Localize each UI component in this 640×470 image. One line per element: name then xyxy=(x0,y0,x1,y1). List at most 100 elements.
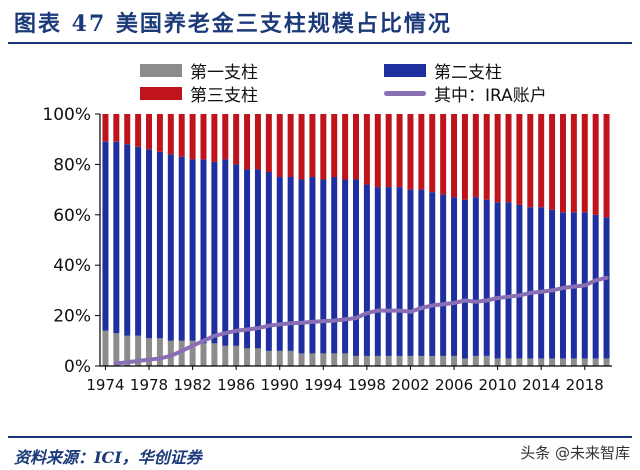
bar-segment-pillar1 xyxy=(244,348,251,366)
bar-segment-pillar3 xyxy=(505,114,512,203)
bar-segment-pillar3 xyxy=(363,114,370,185)
bar-segment-pillar2 xyxy=(244,169,251,349)
bar-segment-pillar3 xyxy=(167,114,174,155)
legend-swatch-pillar1 xyxy=(140,64,182,77)
bar-segment-pillar2 xyxy=(505,202,512,359)
bar-segment-pillar1 xyxy=(309,353,316,366)
bar-segment-pillar1 xyxy=(559,358,566,366)
bar-segment-pillar1 xyxy=(211,343,218,366)
bar-segment-pillar3 xyxy=(494,114,501,203)
x-tick-label: 1994 xyxy=(304,376,342,394)
x-tick-label: 1982 xyxy=(174,376,212,394)
legend-swatch-pillar2 xyxy=(384,64,426,77)
bar-segment-pillar3 xyxy=(527,114,534,208)
legend-label-ira: 其中：IRA账户 xyxy=(434,86,547,106)
bar-segment-pillar2 xyxy=(385,187,392,356)
figure-header: 图表 47 美国养老金三支柱规模占比情况 xyxy=(0,0,640,44)
bar-segment-pillar2 xyxy=(538,207,545,359)
bar-segment-pillar3 xyxy=(102,114,109,142)
bar-segment-pillar3 xyxy=(516,114,523,205)
bar-segment-pillar1 xyxy=(418,355,425,366)
bar-segment-pillar3 xyxy=(298,114,305,180)
bar-segment-pillar1 xyxy=(200,343,207,366)
bar-segment-pillar2 xyxy=(320,179,327,354)
bar-segment-pillar2 xyxy=(222,159,229,346)
bar-segment-pillar1 xyxy=(527,358,534,366)
bar-segment-pillar3 xyxy=(461,114,468,200)
legend-item-pillar1: 第一支柱 xyxy=(140,58,258,83)
bar-segment-pillar3 xyxy=(385,114,392,188)
bar-segment-pillar3 xyxy=(549,114,556,210)
bar-segment-pillar2 xyxy=(429,192,436,356)
bar-segment-pillar1 xyxy=(222,345,229,366)
bar-segment-pillar1 xyxy=(396,355,403,366)
bar-segment-pillar2 xyxy=(233,164,240,346)
bar-segment-pillar3 xyxy=(211,114,218,162)
bar-segment-pillar3 xyxy=(374,114,381,188)
bar-segment-pillar2 xyxy=(396,187,403,356)
figure-footer: 资料来源：ICI，华创证券 头条 @未来智库 xyxy=(0,434,640,470)
legend-label-pillar3: 第三支柱 xyxy=(190,86,258,106)
figure-title: 图表 47 美国养老金三支柱规模占比情况 xyxy=(14,11,452,37)
bar-segment-pillar1 xyxy=(124,335,131,366)
bar-segment-pillar2 xyxy=(287,177,294,351)
bar-segment-pillar1 xyxy=(581,358,588,366)
chart-legend: 第一支柱 第二支柱 第三支柱 其中：IRA账户 xyxy=(0,56,640,106)
bar-segment-pillar2 xyxy=(146,149,153,339)
bar-segment-pillar1 xyxy=(407,355,414,366)
bar-segment-pillar3 xyxy=(418,114,425,190)
bar-segment-pillar1 xyxy=(505,358,512,366)
bar-segment-pillar1 xyxy=(135,335,142,366)
bar-segment-pillar1 xyxy=(254,348,261,366)
bar-segment-pillar2 xyxy=(113,141,120,334)
bar-segment-pillar1 xyxy=(265,350,272,366)
bar-segment-pillar1 xyxy=(156,338,163,366)
bar-segment-pillar2 xyxy=(516,204,523,359)
bar-segment-pillar3 xyxy=(559,114,566,213)
bar-segment-pillar2 xyxy=(527,207,534,359)
bar-segment-pillar2 xyxy=(189,159,196,341)
bar-segment-pillar1 xyxy=(167,340,174,366)
bar-segment-pillar1 xyxy=(331,353,338,366)
bar-segment-pillar1 xyxy=(374,355,381,366)
bar-segment-pillar3 xyxy=(178,114,185,157)
bar-segment-pillar2 xyxy=(156,151,163,339)
bar-segment-pillar3 xyxy=(440,114,447,195)
bar-segment-pillar2 xyxy=(167,154,174,341)
legend-label-pillar1: 第一支柱 xyxy=(190,63,258,83)
legend-swatch-pillar3 xyxy=(140,87,182,100)
bar-segment-pillar3 xyxy=(570,114,577,213)
series-line-ira xyxy=(114,275,609,366)
bar-segment-pillar2 xyxy=(276,177,283,351)
bar-segment-pillar3 xyxy=(265,114,272,172)
bar-segment-pillar3 xyxy=(146,114,153,150)
bar-segment-pillar1 xyxy=(320,353,327,366)
bar-segment-pillar3 xyxy=(331,114,338,177)
bar-segment-pillar1 xyxy=(494,358,501,366)
bar-segment-pillar2 xyxy=(353,179,359,356)
bar-segment-pillar1 xyxy=(429,355,436,366)
bar-segment-pillar3 xyxy=(592,114,599,215)
bar-segment-pillar1 xyxy=(451,355,458,366)
bar-segment-pillar1 xyxy=(549,358,556,366)
bar-segment-pillar2 xyxy=(309,177,316,354)
bar-segment-pillar1 xyxy=(113,333,120,366)
bar-segment-pillar3 xyxy=(276,114,283,177)
x-tick-label: 2002 xyxy=(391,376,429,394)
y-tick-label: 40% xyxy=(53,256,91,276)
x-tick-label: 1986 xyxy=(217,376,255,394)
bar-segment-pillar2 xyxy=(461,199,468,359)
x-tick-label: 2018 xyxy=(566,376,604,394)
bar-segment-pillar3 xyxy=(124,114,131,145)
bar-segment-pillar2 xyxy=(265,171,272,351)
bar-segment-pillar1 xyxy=(592,358,599,366)
bar-segment-pillar2 xyxy=(494,202,501,359)
bar-segment-pillar2 xyxy=(559,212,566,359)
bar-segment-pillar2 xyxy=(483,199,490,356)
bar-segment-pillar1 xyxy=(298,353,305,366)
bar-segment-pillar3 xyxy=(254,114,261,170)
bar-segment-pillar2 xyxy=(254,169,261,349)
bar-segment-pillar1 xyxy=(570,358,577,366)
bar-segment-pillar3 xyxy=(244,114,251,170)
bar-segment-pillar3 xyxy=(396,114,403,188)
